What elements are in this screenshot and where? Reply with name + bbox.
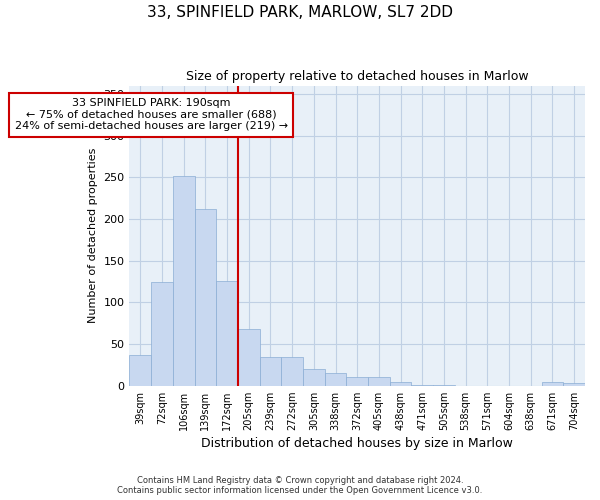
Text: Contains HM Land Registry data © Crown copyright and database right 2024.
Contai: Contains HM Land Registry data © Crown c… [118,476,482,495]
Bar [368,378,390,386]
Bar [216,282,238,386]
X-axis label: Distribution of detached houses by size in Marlow: Distribution of detached houses by size … [201,437,513,450]
Bar [563,383,585,386]
Text: 33 SPINFIELD PARK: 190sqm
← 75% of detached houses are smaller (688)
24% of semi: 33 SPINFIELD PARK: 190sqm ← 75% of detac… [14,98,287,132]
Bar [412,385,433,386]
Text: 33, SPINFIELD PARK, MARLOW, SL7 2DD: 33, SPINFIELD PARK, MARLOW, SL7 2DD [147,5,453,20]
Bar [390,382,412,386]
Bar [281,356,303,386]
Bar [194,209,216,386]
Bar [260,356,281,386]
Bar [433,385,455,386]
Bar [238,329,260,386]
Bar [173,176,194,386]
Title: Size of property relative to detached houses in Marlow: Size of property relative to detached ho… [186,70,529,83]
Bar [346,378,368,386]
Bar [325,373,346,386]
Y-axis label: Number of detached properties: Number of detached properties [88,148,98,324]
Bar [130,355,151,386]
Bar [542,382,563,386]
Bar [303,369,325,386]
Bar [151,282,173,386]
